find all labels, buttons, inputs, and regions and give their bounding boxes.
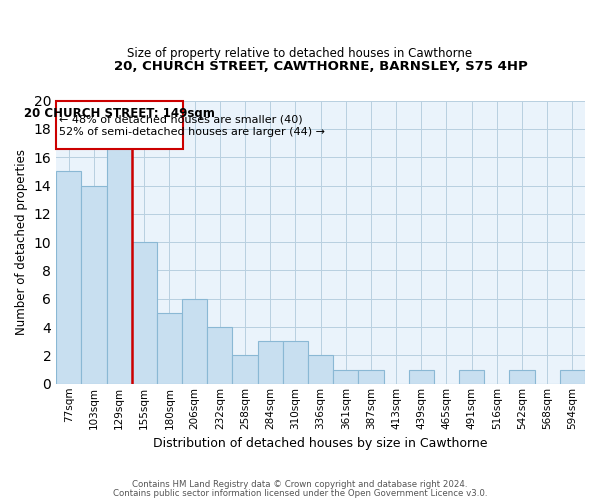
Bar [308,356,333,384]
Bar [560,370,585,384]
Bar [132,242,157,384]
FancyBboxPatch shape [56,100,184,148]
Text: ← 48% of detached houses are smaller (40): ← 48% of detached houses are smaller (40… [59,114,302,124]
Bar [358,370,383,384]
Bar [257,342,283,384]
Bar [283,342,308,384]
Bar [207,327,232,384]
Text: 20 CHURCH STREET: 149sqm: 20 CHURCH STREET: 149sqm [25,107,215,120]
Title: 20, CHURCH STREET, CAWTHORNE, BARNSLEY, S75 4HP: 20, CHURCH STREET, CAWTHORNE, BARNSLEY, … [114,60,527,73]
Bar [56,172,82,384]
Bar [333,370,358,384]
Bar [157,313,182,384]
Bar [459,370,484,384]
Text: Contains public sector information licensed under the Open Government Licence v3: Contains public sector information licen… [113,490,487,498]
Bar [509,370,535,384]
Y-axis label: Number of detached properties: Number of detached properties [15,149,28,335]
Bar [82,186,107,384]
Bar [182,299,207,384]
Text: Contains HM Land Registry data © Crown copyright and database right 2024.: Contains HM Land Registry data © Crown c… [132,480,468,489]
Bar [232,356,257,384]
Text: 52% of semi-detached houses are larger (44) →: 52% of semi-detached houses are larger (… [59,128,325,138]
Bar [107,143,132,384]
Bar [409,370,434,384]
X-axis label: Distribution of detached houses by size in Cawthorne: Distribution of detached houses by size … [154,437,488,450]
Text: Size of property relative to detached houses in Cawthorne: Size of property relative to detached ho… [127,48,473,60]
